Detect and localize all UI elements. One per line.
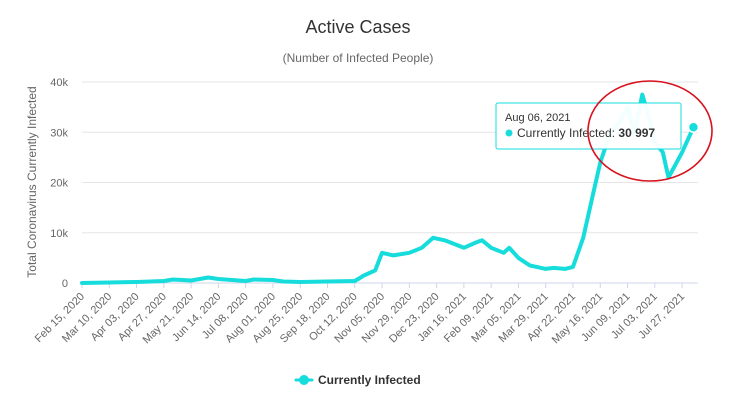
tooltip-date: Aug 06, 2021 — [505, 112, 570, 124]
y-axis-label: Total Coronavirus Currently Infected — [25, 86, 39, 277]
y-axis-ticks: 0 10k 20k 30k 40k — [50, 77, 68, 290]
tooltip-line: Currently Infected: 30 997 — [517, 126, 655, 140]
y-tick-label: 40k — [50, 77, 68, 89]
legend-series-marker — [299, 375, 309, 385]
y-tick-label: 20k — [50, 178, 68, 190]
legend-series-label: Currently Infected — [318, 373, 421, 387]
legend[interactable]: Currently Infected — [294, 373, 421, 387]
data-point-hover — [687, 121, 700, 133]
y-tick-label: 0 — [62, 278, 68, 290]
chart-subtitle: (Number of Infected People) — [283, 51, 434, 65]
y-tick-label: 30k — [50, 127, 68, 139]
highlight-ellipse — [587, 80, 713, 182]
tooltip-value: 30 997 — [618, 126, 655, 140]
y-tick-label: 10k — [50, 228, 68, 240]
chart-title: Active Cases — [305, 17, 410, 37]
tooltip-series-label: Currently Infected: — [517, 126, 618, 140]
tooltip-marker — [505, 129, 513, 137]
